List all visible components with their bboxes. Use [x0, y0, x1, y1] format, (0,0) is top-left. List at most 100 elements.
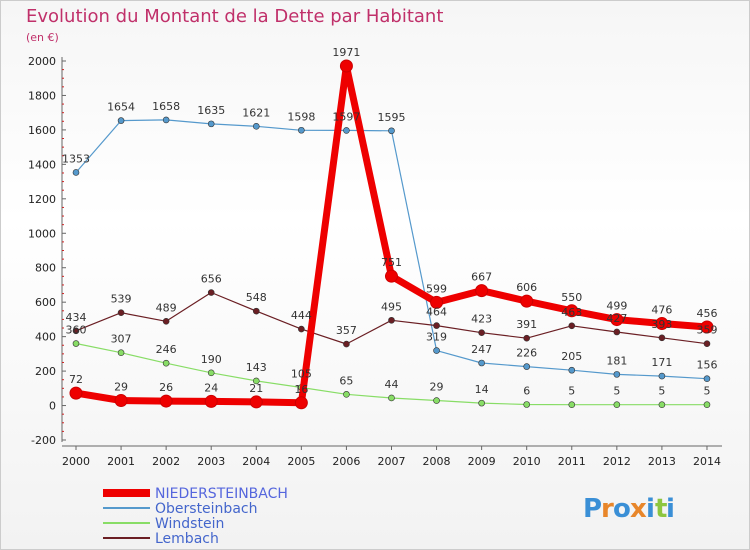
data-point: [249, 395, 263, 409]
data-point: [475, 284, 489, 298]
data-label: 205: [561, 350, 582, 363]
data-point: [207, 120, 215, 128]
data-label: 156: [696, 359, 717, 372]
y-tick-label: -200: [31, 434, 56, 447]
data-label: 190: [201, 353, 222, 366]
y-tick-label: 1400: [28, 158, 56, 171]
data-point: [298, 325, 305, 333]
data-point: [117, 349, 125, 356]
data-point: [430, 295, 444, 309]
data-label: 391: [516, 318, 537, 331]
data-label: 29: [430, 381, 444, 394]
y-tick-label: 200: [35, 365, 56, 378]
legend-item: Windstein: [103, 516, 224, 532]
data-point: [207, 369, 215, 377]
data-label: 5: [703, 385, 710, 398]
legend-label: NIEDERSTEINBACH: [155, 486, 288, 502]
data-label: 423: [471, 313, 492, 326]
y-tick-label: 800: [35, 262, 56, 275]
series-line: [75, 119, 708, 380]
data-label: 44: [384, 378, 398, 391]
data-point: [523, 334, 531, 342]
data-point: [204, 394, 218, 408]
data-label: 6: [523, 385, 530, 398]
data-point: [613, 401, 621, 408]
data-label: 319: [426, 331, 447, 344]
data-label: 434: [66, 311, 87, 324]
data-point: [703, 340, 711, 347]
data-label: 606: [516, 281, 537, 294]
data-label: 463: [561, 306, 582, 319]
data-point: [433, 347, 440, 354]
data-point: [478, 329, 485, 336]
data-point: [565, 304, 579, 318]
data-point: [520, 294, 534, 308]
data-point: [478, 399, 485, 407]
data-label: 65: [339, 374, 353, 387]
chart-subtitle: (en €): [26, 31, 59, 44]
data-label: 360: [66, 324, 87, 337]
data-label: 247: [471, 343, 492, 356]
data-label: 456: [696, 307, 717, 320]
logo-letter: r: [601, 494, 614, 524]
data-point: [523, 363, 531, 370]
data-point: [162, 359, 170, 367]
axes: -200 0 200 400 600 800 1000 1200 1400 1600 1800 200…: [28, 55, 722, 468]
data-label: 1971: [332, 46, 360, 59]
logo-letter: t: [655, 494, 667, 524]
data-label: 444: [291, 309, 312, 322]
data-label: 667: [471, 271, 492, 284]
data-point: [568, 401, 576, 408]
data-label: 1654: [107, 101, 135, 114]
data-label: 489: [156, 301, 177, 314]
data-point: [658, 334, 666, 342]
data-label: 359: [696, 324, 717, 337]
logo-letter: i: [646, 494, 655, 524]
data-label: 143: [246, 361, 267, 374]
data-label: 539: [111, 293, 132, 306]
data-label: 24: [204, 381, 218, 394]
data-point: [433, 322, 440, 329]
data-label: 656: [201, 273, 222, 286]
x-tick-label: 2008: [423, 455, 451, 468]
y-tick-label: 1000: [28, 227, 56, 240]
data-point: [388, 316, 395, 324]
series-windstein: [72, 340, 711, 408]
data-label: 1595: [377, 111, 405, 124]
data-point: [252, 307, 260, 315]
data-label: 29: [114, 381, 128, 394]
data-point: [72, 169, 80, 176]
data-point: [72, 327, 80, 335]
data-point: [568, 322, 576, 330]
legend-item: Lembach: [103, 531, 219, 547]
data-point: [252, 122, 260, 130]
data-point: [610, 313, 624, 327]
data-label: 226: [516, 347, 537, 360]
proxiti-logo: Pr o x i ti: [583, 494, 675, 524]
logo-letter: o: [613, 494, 631, 524]
data-label: 1597: [332, 110, 360, 123]
y-tick-label: 1200: [28, 193, 56, 206]
legend-label: Lembach: [155, 531, 219, 547]
legend-label: Windstein: [155, 516, 224, 532]
data-label: 5: [568, 385, 575, 398]
data-point: [207, 289, 215, 296]
data-label: 1635: [197, 104, 225, 117]
data-label: 357: [336, 324, 357, 337]
data-point: [298, 126, 305, 134]
data-label: 599: [426, 282, 447, 295]
x-tick-label: 2011: [558, 455, 586, 468]
y-tick-label: 1600: [28, 124, 56, 137]
data-point: [343, 340, 350, 348]
y-tick-label: 2000: [28, 55, 56, 68]
legend-item: Obersteinbach: [103, 501, 257, 517]
data-label: 393: [651, 318, 672, 331]
data-point: [478, 359, 485, 367]
data-label: 751: [381, 256, 402, 269]
logo-letter: x: [630, 494, 647, 524]
logo-letter: P: [583, 494, 602, 524]
x-tick-label: 2006: [332, 455, 360, 468]
data-label: 464: [426, 306, 447, 319]
